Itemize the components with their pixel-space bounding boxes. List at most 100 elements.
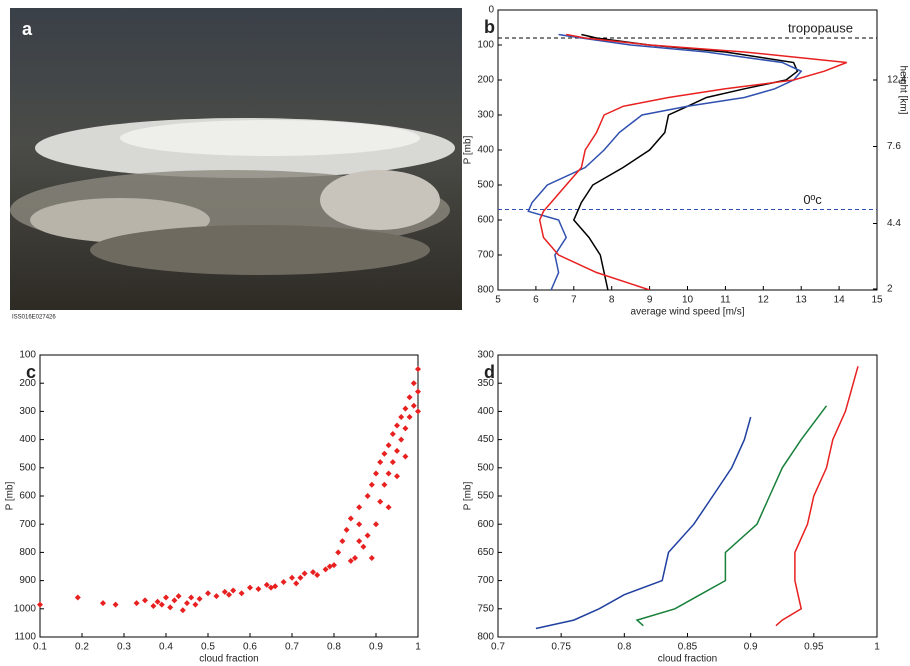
- scatter-point: [171, 597, 178, 604]
- scatter-point: [356, 538, 363, 545]
- y-tick-label: 400: [19, 434, 36, 445]
- profile-line: [527, 33, 803, 290]
- panel-label: b: [484, 17, 495, 37]
- x-axis-label: cloud fraction: [658, 654, 717, 665]
- x-axis-label: average wind speed [m/s]: [631, 307, 745, 318]
- cloud-field-low: [90, 225, 430, 275]
- y-tick-label: 0: [488, 5, 494, 16]
- scatter-point: [150, 602, 157, 609]
- scatter-point: [188, 594, 195, 601]
- scatter-point: [301, 570, 308, 577]
- x-tick-label: 15: [871, 295, 883, 306]
- x-tick-label: 5: [495, 295, 501, 306]
- scatter-point: [335, 549, 342, 556]
- y2-tick-label: 2: [887, 284, 893, 295]
- y-tick-label: 650: [477, 547, 494, 558]
- reference-label: tropopause: [788, 20, 853, 35]
- x-tick-label: 0.2: [75, 642, 89, 653]
- x-tick-label: 1: [415, 642, 421, 653]
- scatter-point: [192, 601, 199, 608]
- y-tick-label: 400: [477, 145, 494, 156]
- scatter-point: [310, 569, 316, 576]
- chart-panel: 0.1 0.2 0.3 0.4 0.5 0.6 0.7 0.8 0.9 1100200300400…: [5, 350, 422, 665]
- panel-label: c: [26, 362, 36, 382]
- panel-label: a: [22, 19, 33, 39]
- y-axis-label: P [mb]: [463, 135, 474, 164]
- y-axis-label: P [mb]: [463, 481, 474, 510]
- scatter-point: [389, 459, 396, 466]
- y-tick-label: 800: [477, 632, 494, 643]
- scatter-point: [238, 590, 245, 597]
- y-tick-label: 600: [477, 215, 494, 226]
- scatter-point: [356, 504, 363, 511]
- scatter-point: [163, 594, 169, 601]
- scatter-point: [74, 594, 81, 601]
- scatter-point: [402, 425, 409, 432]
- scatter-point: [133, 600, 140, 607]
- scatter-point: [406, 414, 413, 421]
- scatter-point: [385, 470, 392, 477]
- y-tick-label: 100: [19, 350, 36, 361]
- y-tick-label: 1100: [14, 632, 36, 643]
- plot-area: [39, 354, 419, 638]
- profile-line: [775, 366, 859, 627]
- x-axis-label: cloud fraction: [199, 654, 258, 665]
- scatter-point: [364, 493, 371, 499]
- scatter-point: [373, 470, 379, 477]
- y-tick-label: 500: [19, 462, 36, 473]
- chart-panel: 0.7 0.75 0.8 0.85 0.9 0.95 1 300 350 400 450 500 550…: [463, 350, 881, 665]
- scatter-point: [179, 607, 186, 614]
- y-tick-label: 500: [477, 180, 494, 191]
- y-tick-label: 300: [477, 350, 494, 361]
- x-tick-label: 8: [609, 295, 615, 306]
- y2-tick-label: 7.6: [887, 141, 901, 152]
- scatter-point: [360, 543, 367, 550]
- x-tick-label: 0.1: [33, 642, 47, 653]
- profile-line: [635, 405, 828, 627]
- scatter-point: [385, 442, 392, 449]
- scatter-point: [385, 504, 392, 511]
- cumulus: [320, 170, 440, 230]
- scatter-point: [289, 574, 295, 581]
- scatter-point: [394, 473, 400, 480]
- scatter-point: [100, 600, 106, 607]
- x-tick-label: 1: [874, 642, 880, 653]
- scatter-point: [364, 532, 371, 539]
- photo-caption: ISS016E027426: [12, 315, 56, 321]
- anvil-top: [120, 120, 420, 156]
- scatter-point: [377, 498, 384, 505]
- y-tick-label: 700: [477, 575, 494, 586]
- y-tick-label: 350: [477, 378, 494, 389]
- y-tick-label: 100: [477, 40, 494, 51]
- scatter-point: [343, 526, 350, 533]
- scatter-point: [373, 521, 379, 528]
- profile-line: [538, 33, 847, 290]
- y2-tick-label: 12.4: [887, 75, 907, 86]
- y-tick-label: 900: [19, 575, 36, 586]
- scatter-point: [205, 590, 211, 597]
- y-tick-label: 700: [477, 250, 494, 261]
- plot-area: [497, 9, 878, 291]
- scatter-point: [415, 366, 421, 373]
- x-tick-label: 0.3: [117, 642, 131, 653]
- scatter-point: [415, 388, 421, 395]
- x-tick-label: 0.5: [201, 642, 215, 653]
- scatter-point: [398, 414, 405, 421]
- scatter-point: [347, 515, 354, 522]
- scatter-point: [368, 555, 375, 562]
- reference-label: 0ºc: [803, 192, 822, 207]
- y-tick-label: 750: [477, 603, 494, 614]
- y-tick-label: 300: [477, 110, 494, 121]
- scatter-point: [402, 453, 409, 460]
- x-tick-label: 0.8: [617, 642, 631, 653]
- scatter-point: [247, 584, 253, 591]
- scatter-point: [339, 538, 346, 545]
- scatter-point: [255, 586, 262, 593]
- y-tick-label: 600: [477, 519, 494, 530]
- scatter-point: [377, 459, 384, 466]
- scatter-point: [381, 450, 388, 457]
- y-tick-label: 1000: [14, 603, 37, 614]
- x-tick-label: 6: [533, 295, 539, 306]
- scatter-point: [154, 598, 161, 605]
- scatter-point: [142, 597, 148, 604]
